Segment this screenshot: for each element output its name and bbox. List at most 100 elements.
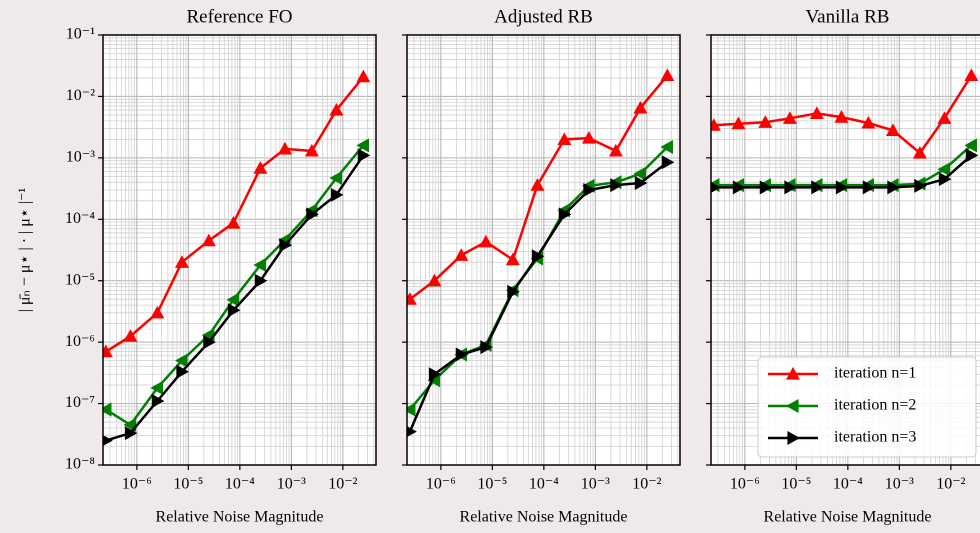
marker xyxy=(938,172,952,187)
x-tick-label: 10⁻⁵ xyxy=(173,476,203,493)
marker xyxy=(661,155,675,170)
marker xyxy=(809,106,824,119)
panel-title: Vanilla RB xyxy=(806,6,890,27)
marker xyxy=(123,329,138,342)
marker xyxy=(711,118,721,131)
marker xyxy=(531,249,545,264)
marker xyxy=(964,138,977,153)
marker xyxy=(786,399,799,413)
marker xyxy=(784,180,797,195)
x-tick-label: 10⁻³ xyxy=(277,476,306,493)
marker xyxy=(201,233,216,247)
marker xyxy=(731,116,746,130)
marker xyxy=(558,207,572,222)
marker xyxy=(226,216,241,229)
x-tick-label: 10⁻⁴ xyxy=(225,476,255,493)
legend-box xyxy=(757,356,977,458)
marker xyxy=(253,258,266,273)
marker xyxy=(407,426,417,438)
legend-label: iteration n=1 xyxy=(834,365,916,382)
marker xyxy=(455,347,469,362)
marker xyxy=(507,284,520,299)
marker xyxy=(887,180,900,195)
x-axis-label: Relative Noise Magnitude xyxy=(156,509,324,526)
x-axis-label: Relative Noise Magnitude xyxy=(460,509,628,526)
x-tick-label: 10⁻⁵ xyxy=(781,476,811,493)
marker xyxy=(356,138,369,153)
marker xyxy=(758,115,773,128)
marker xyxy=(254,273,268,288)
marker xyxy=(861,115,876,129)
marker xyxy=(279,238,292,253)
marker xyxy=(530,178,545,191)
x-tick-label: 10⁻² xyxy=(328,476,357,493)
marker xyxy=(103,402,112,417)
marker xyxy=(124,426,138,441)
marker xyxy=(480,340,493,355)
marker xyxy=(226,292,240,307)
marker xyxy=(357,148,371,163)
x-tick-label: 10⁻⁴ xyxy=(529,476,559,493)
marker xyxy=(964,68,979,81)
marker xyxy=(203,335,216,350)
marker xyxy=(329,170,343,185)
marker xyxy=(407,402,416,417)
series-group xyxy=(711,68,979,195)
marker xyxy=(811,180,824,195)
marker xyxy=(478,234,493,248)
marker xyxy=(782,111,797,124)
marker xyxy=(277,141,292,155)
marker xyxy=(610,178,623,193)
legend: iteration n=1 iteration n=2 iteration n=3 xyxy=(757,356,977,458)
marker xyxy=(581,131,596,144)
x-tick-label: 10⁻⁶ xyxy=(730,476,760,493)
x-axis-label: Relative Noise Magnitude xyxy=(764,509,932,526)
marker xyxy=(711,181,721,193)
y-tick-label: 10⁻⁶ xyxy=(65,333,95,350)
x-tick-label: 10⁻⁶ xyxy=(122,476,152,493)
panel: 10⁻⁸ 10⁻⁷ 10⁻⁶ 10⁻⁵ 10⁻⁴ 10⁻³ 10⁻² 10⁻¹ 10⁻⁶ 10⁻⁵… xyxy=(17,6,377,526)
marker xyxy=(634,175,648,190)
marker xyxy=(454,248,469,261)
marker xyxy=(103,435,113,447)
panel-title: Reference FO xyxy=(186,6,292,27)
marker xyxy=(174,255,189,268)
x-tick-label: 10⁻⁵ xyxy=(477,476,507,493)
marker xyxy=(633,100,648,114)
marker xyxy=(965,148,979,163)
marker xyxy=(150,305,165,319)
marker xyxy=(330,187,344,202)
series-group xyxy=(103,69,371,447)
marker xyxy=(835,180,849,195)
marker xyxy=(583,182,596,197)
y-tick-label: 10⁻¹ xyxy=(66,26,95,43)
marker xyxy=(356,69,371,83)
marker xyxy=(174,353,188,368)
x-tick-label: 10⁻⁴ xyxy=(833,476,863,493)
marker xyxy=(557,132,572,145)
marker xyxy=(862,180,876,195)
marker xyxy=(660,68,675,81)
panel: 10⁻⁶ 10⁻⁵ 10⁻⁴ 10⁻³ 10⁻² Adjusted RB Relative … xyxy=(402,6,681,526)
x-tick-label: 10⁻³ xyxy=(885,476,914,493)
marker xyxy=(227,303,241,318)
marker xyxy=(150,380,163,395)
x-tick-label: 10⁻² xyxy=(632,476,661,493)
x-tick-label: 10⁻² xyxy=(936,476,965,493)
marker xyxy=(304,143,319,157)
marker xyxy=(176,364,189,379)
marker xyxy=(306,207,319,222)
marker xyxy=(732,180,746,195)
y-tick-label: 10⁻⁸ xyxy=(65,456,95,473)
legend-label: iteration n=2 xyxy=(834,397,916,414)
y-tick-label: 10⁻⁷ xyxy=(65,394,95,411)
y-tick-label: 10⁻⁵ xyxy=(65,271,95,288)
y-tick-label: 10⁻³ xyxy=(66,149,95,166)
marker xyxy=(151,394,165,409)
marker xyxy=(937,162,951,177)
marker xyxy=(329,103,344,116)
marker xyxy=(103,344,113,358)
y-tick-label: 10⁻⁴ xyxy=(65,210,95,227)
marker xyxy=(834,110,849,123)
